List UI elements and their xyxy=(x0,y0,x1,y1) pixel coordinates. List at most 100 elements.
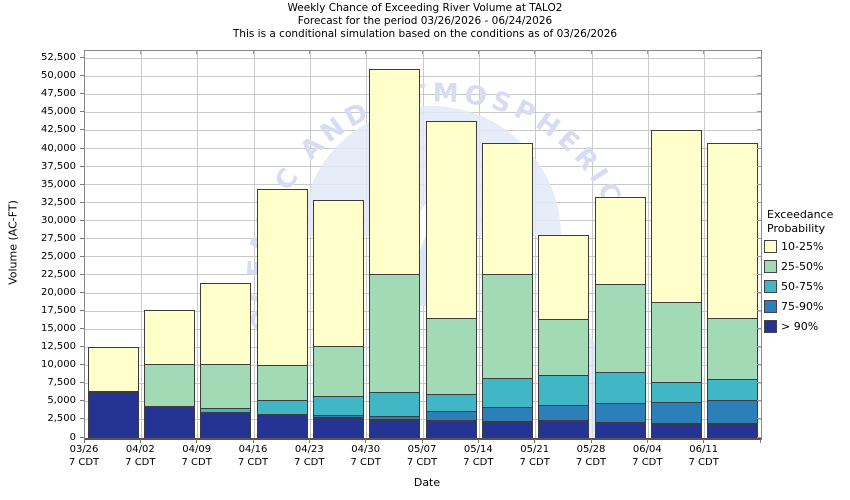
bar-segment-50-75% xyxy=(481,378,533,408)
legend-label: > 90% xyxy=(781,319,819,333)
y-tick-label: 12,500 xyxy=(41,341,76,353)
bar-segment-75-90% xyxy=(538,404,590,422)
y-tick-label: 47,500 xyxy=(41,88,76,100)
bar-segment-75-90% xyxy=(369,416,421,420)
legend-entry: 25-50% xyxy=(764,256,850,276)
bar-segment-75-90% xyxy=(650,401,702,424)
x-tick-mark xyxy=(83,439,85,443)
x-tick-label: 04/16 7 CDT xyxy=(237,444,269,468)
x-tick-mark xyxy=(703,439,705,443)
x-gridline xyxy=(478,51,480,438)
y-tick-label: 15,000 xyxy=(41,323,76,335)
y-tick-mark-right xyxy=(757,364,761,366)
bar-segment-25-50% xyxy=(312,346,364,397)
x-gridline xyxy=(309,51,311,438)
bar-segment-> 90% xyxy=(425,420,477,438)
x-tick-mark xyxy=(477,439,479,443)
y-axis-title: Volume (AC-FT) xyxy=(6,200,20,285)
x-tick-label: 05/07 7 CDT xyxy=(406,444,438,468)
y-tick-mark xyxy=(80,328,84,330)
x-tick-mark xyxy=(139,439,141,443)
x-axis-title: Date xyxy=(413,476,441,489)
y-tick-mark-right xyxy=(757,183,761,185)
y-tick-mark-right xyxy=(757,273,761,275)
stacked-bar-06/04 xyxy=(650,130,702,438)
x-tick-label: 04/02 7 CDT xyxy=(125,444,156,468)
plot-area: OCEANIC AND ATMOSPHERIC ADMINISTRATION xyxy=(84,50,762,440)
x-tick-mark-top xyxy=(703,50,705,54)
bar-segment-25-50% xyxy=(594,283,646,373)
bar-segment-> 90% xyxy=(143,406,195,438)
x-tick-mark-top xyxy=(646,50,648,54)
stacked-bar-04/23 xyxy=(312,199,364,438)
y-tick-mark xyxy=(80,273,84,275)
x-tick-label: 03/26 7 CDT xyxy=(68,444,100,468)
bar-segment-10-25% xyxy=(538,235,590,320)
x-tick-mark-top xyxy=(139,50,141,54)
bar-segment-75-90% xyxy=(707,399,759,425)
x-tick-label: 04/30 7 CDT xyxy=(350,444,381,468)
stacked-bar-06/11 xyxy=(707,142,759,438)
stacked-bar-05/14 xyxy=(481,143,533,438)
y-tick-mark xyxy=(80,57,84,59)
y-tick-mark-right xyxy=(757,400,761,402)
y-tick-mark-right xyxy=(757,129,761,131)
stacked-bar-05/07 xyxy=(425,120,477,438)
bar-segment-10-25% xyxy=(481,143,533,275)
x-gridline xyxy=(422,51,424,438)
bar-segment-75-90% xyxy=(312,414,364,418)
legend: Exceedance Probability 10-25% 25-50% 50-75… xyxy=(764,208,850,336)
y-tick-label: 35,000 xyxy=(41,178,76,190)
bar-segment-50-75% xyxy=(256,400,308,415)
x-tick-mark xyxy=(308,439,310,443)
legend-swatch xyxy=(764,299,777,313)
legend-swatch xyxy=(764,259,777,273)
y-tick-mark xyxy=(80,111,84,113)
y-tick-label: 45,000 xyxy=(41,106,76,118)
bar-segment-50-75% xyxy=(425,393,477,412)
bar-segment-25-50% xyxy=(425,317,477,395)
x-tick-label: 05/21 7 CDT xyxy=(519,444,550,468)
x-tick-mark xyxy=(196,439,198,443)
bar-segment-50-75% xyxy=(538,375,590,406)
x-tick-label: 06/11 7 CDT xyxy=(688,444,719,468)
y-tick-label: 17,500 xyxy=(41,305,76,317)
x-gridline xyxy=(140,51,142,438)
chart-title-line-3: This is a conditional simulation based o… xyxy=(232,28,618,40)
x-tick-mark-top xyxy=(421,50,423,54)
x-gridline xyxy=(647,51,649,438)
stacked-bar-05/21 xyxy=(538,235,590,438)
y-tick-mark xyxy=(80,165,84,167)
bar-segment-25-50% xyxy=(369,273,421,394)
y-tick-mark xyxy=(80,382,84,384)
y-tick-mark xyxy=(80,310,84,312)
stacked-bar-04/30 xyxy=(369,68,421,438)
x-tick-mark xyxy=(534,439,536,443)
bar-segment-75-90% xyxy=(481,406,533,423)
stacked-bar-04/16 xyxy=(256,188,308,438)
x-tick-mark-top xyxy=(590,50,592,54)
chart-title-line-2: Forecast for the period 03/26/2026 - 06/… xyxy=(297,15,553,27)
legend-swatch xyxy=(764,319,777,333)
x-tick-label: 06/04 7 CDT xyxy=(632,444,663,468)
bar-segment-25-50% xyxy=(650,302,702,383)
x-tick-mark xyxy=(252,439,254,443)
y-tick-mark-right xyxy=(757,147,761,149)
bar-segment-50-75% xyxy=(369,392,421,418)
bar-segment-25-50% xyxy=(200,363,252,409)
y-tick-label: 10,000 xyxy=(41,359,76,371)
bar-segment-10-25% xyxy=(425,120,477,319)
y-tick-label: 7,500 xyxy=(47,377,76,389)
y-tick-mark-right xyxy=(757,111,761,113)
y-tick-mark xyxy=(80,255,84,257)
stacked-bar-04/09 xyxy=(200,282,252,438)
y-tick-mark xyxy=(80,183,84,185)
y-tick-mark xyxy=(80,93,84,95)
y-tick-mark-right xyxy=(757,255,761,257)
x-tick-mark xyxy=(646,439,648,443)
bar-segment-10-25% xyxy=(87,346,139,392)
bar-segment-> 90% xyxy=(650,423,702,438)
x-gridline xyxy=(591,51,593,438)
bar-segment-50-75% xyxy=(707,379,759,401)
bar-segment-10-25% xyxy=(369,68,421,275)
